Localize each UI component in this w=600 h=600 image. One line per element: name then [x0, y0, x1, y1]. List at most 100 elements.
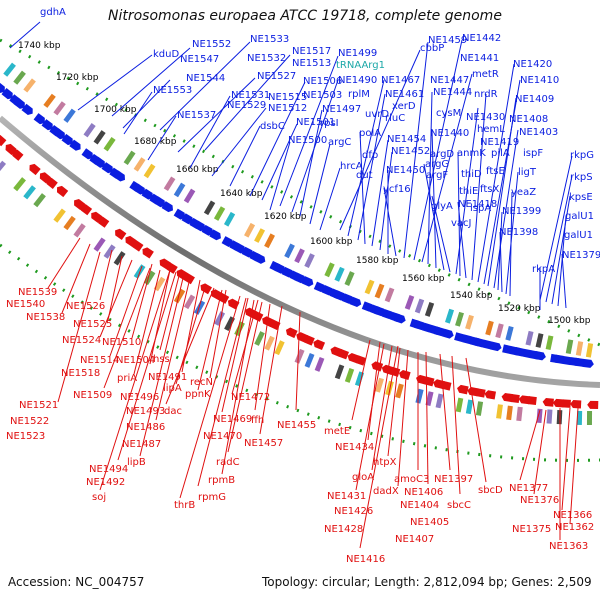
- forward-gene-arrow[interactable]: [333, 290, 347, 302]
- gene-label[interactable]: NE1524: [62, 335, 101, 346]
- reverse-gene-arrow[interactable]: [353, 354, 367, 366]
- gene-label[interactable]: NE1540: [6, 299, 45, 310]
- gene-label[interactable]: NE1469: [213, 414, 252, 425]
- reverse-gene-arrow[interactable]: [473, 388, 486, 398]
- forward-gene-arrow[interactable]: [161, 201, 176, 214]
- forward-gene-arrow[interactable]: [61, 133, 76, 147]
- gene-label[interactable]: ppnK: [185, 389, 211, 400]
- forward-gene-arrow[interactable]: [201, 224, 216, 237]
- gene-label[interactable]: NE1470: [203, 431, 242, 442]
- gene-label[interactable]: NE1494: [89, 464, 128, 475]
- forward-gene-arrow[interactable]: [181, 213, 196, 225]
- gene-label[interactable]: NE1362: [555, 522, 594, 533]
- gene-label[interactable]: NE1455: [277, 420, 316, 431]
- forward-gene-arrow[interactable]: [53, 128, 68, 141]
- gene-label[interactable]: galU1: [565, 211, 594, 222]
- gene-label[interactable]: NE1376: [520, 495, 559, 506]
- gene-label[interactable]: NE1544: [186, 73, 225, 84]
- reverse-gene-arrow[interactable]: [284, 326, 298, 339]
- gene-label[interactable]: NE1539: [18, 287, 57, 298]
- gene-label[interactable]: NE1408: [509, 114, 548, 125]
- reverse-gene-arrow[interactable]: [0, 133, 7, 147]
- gene-label[interactable]: NE1447: [430, 75, 469, 86]
- gene-label[interactable]: NE1440: [430, 128, 469, 139]
- gene-label[interactable]: NE1441: [460, 53, 499, 64]
- gene-label[interactable]: NE1452: [391, 146, 430, 157]
- gene-label[interactable]: argF: [426, 170, 448, 181]
- gene-label[interactable]: soj: [92, 492, 106, 503]
- reverse-gene-arrow[interactable]: [525, 396, 537, 406]
- gene-label[interactable]: NE1547: [180, 54, 219, 65]
- gene-label[interactable]: yeaZ: [511, 187, 536, 198]
- gene-label[interactable]: xerD: [392, 101, 416, 112]
- gene-label[interactable]: NE1403: [519, 127, 558, 138]
- gene-label[interactable]: ligT: [518, 167, 537, 178]
- forward-gene-arrow[interactable]: [153, 196, 168, 209]
- gene-label[interactable]: NE1531: [231, 90, 270, 101]
- reverse-gene-arrow[interactable]: [456, 384, 469, 395]
- gene-label[interactable]: NE1532: [247, 53, 286, 64]
- gene-label[interactable]: nrdR: [474, 89, 498, 100]
- reverse-gene-arrow[interactable]: [302, 334, 315, 346]
- gene-label[interactable]: argC: [328, 137, 351, 148]
- gene-label[interactable]: metE: [324, 426, 350, 437]
- gene-label[interactable]: NE1379: [562, 250, 600, 261]
- forward-gene-arrow[interactable]: [534, 351, 546, 361]
- forward-gene-arrow[interactable]: [13, 97, 28, 111]
- gene-label[interactable]: NE1522: [10, 416, 49, 427]
- forward-gene-arrow[interactable]: [253, 253, 267, 265]
- gene-label[interactable]: NE1504: [116, 355, 155, 366]
- gene-label[interactable]: NE1431: [327, 491, 366, 502]
- gene-label[interactable]: NE1430: [466, 112, 505, 123]
- reverse-gene-arrow[interactable]: [398, 369, 411, 380]
- gene-label[interactable]: NE1461: [385, 89, 424, 100]
- forward-gene-arrow[interactable]: [361, 301, 375, 312]
- reverse-gene-arrow[interactable]: [267, 318, 281, 331]
- gene-label[interactable]: gdhA: [40, 7, 66, 18]
- forward-gene-arrow[interactable]: [69, 139, 83, 153]
- reverse-gene-arrow[interactable]: [559, 399, 571, 408]
- gene-label[interactable]: NE1406: [404, 487, 443, 498]
- gene-label[interactable]: NE1517: [292, 46, 331, 57]
- gene-label[interactable]: amoC3: [394, 474, 429, 485]
- gene-label[interactable]: NE1459: [428, 35, 467, 46]
- forward-gene-arrow[interactable]: [441, 328, 455, 340]
- gene-label[interactable]: galU1: [564, 230, 593, 241]
- gene-label[interactable]: NE1442: [462, 33, 501, 44]
- gene-label[interactable]: vacJ: [451, 218, 472, 229]
- gene-label[interactable]: NE1444: [433, 87, 472, 98]
- gene-label[interactable]: rluC: [385, 113, 405, 124]
- reverse-gene-arrow[interactable]: [113, 227, 127, 240]
- gene-label[interactable]: NE1486: [126, 422, 165, 433]
- gene-label[interactable]: ftsE: [486, 166, 505, 177]
- gene-label[interactable]: NE1499: [338, 48, 377, 59]
- forward-gene-arrow[interactable]: [33, 113, 48, 126]
- gene-label[interactable]: ftsX: [480, 184, 499, 195]
- gene-label[interactable]: argG: [425, 159, 449, 170]
- reverse-gene-arrow[interactable]: [78, 202, 93, 216]
- gene-label[interactable]: dut: [356, 170, 373, 181]
- gene-label[interactable]: anmK: [457, 148, 486, 159]
- gene-label[interactable]: hemL: [477, 124, 505, 135]
- gene-label[interactable]: NE1527: [257, 71, 296, 82]
- forward-gene-arrow[interactable]: [233, 242, 247, 255]
- gene-label[interactable]: glyA: [431, 201, 453, 212]
- gene-label[interactable]: NE1375: [512, 524, 551, 535]
- gene-label[interactable]: dsbC: [260, 121, 285, 132]
- gene-label[interactable]: NE1416: [346, 554, 385, 565]
- gene-label[interactable]: NE1397: [434, 474, 473, 485]
- gene-label[interactable]: lipB: [127, 457, 146, 468]
- gene-label[interactable]: recN: [190, 377, 213, 388]
- reverse-gene-arrow[interactable]: [10, 148, 24, 161]
- forward-gene-arrow[interactable]: [93, 156, 108, 170]
- gene-label[interactable]: NE1490: [338, 75, 377, 86]
- gene-label[interactable]: NE1405: [410, 517, 449, 528]
- gene-label[interactable]: NE1506: [303, 76, 342, 87]
- forward-gene-arrow[interactable]: [349, 296, 363, 309]
- forward-gene-arrow[interactable]: [373, 306, 387, 317]
- forward-gene-arrow[interactable]: [0, 81, 7, 95]
- gene-label[interactable]: NE1552: [192, 39, 231, 50]
- forward-gene-arrow[interactable]: [301, 276, 315, 288]
- gene-label[interactable]: NE1509: [73, 390, 112, 401]
- gene-label[interactable]: NE1537: [177, 110, 216, 121]
